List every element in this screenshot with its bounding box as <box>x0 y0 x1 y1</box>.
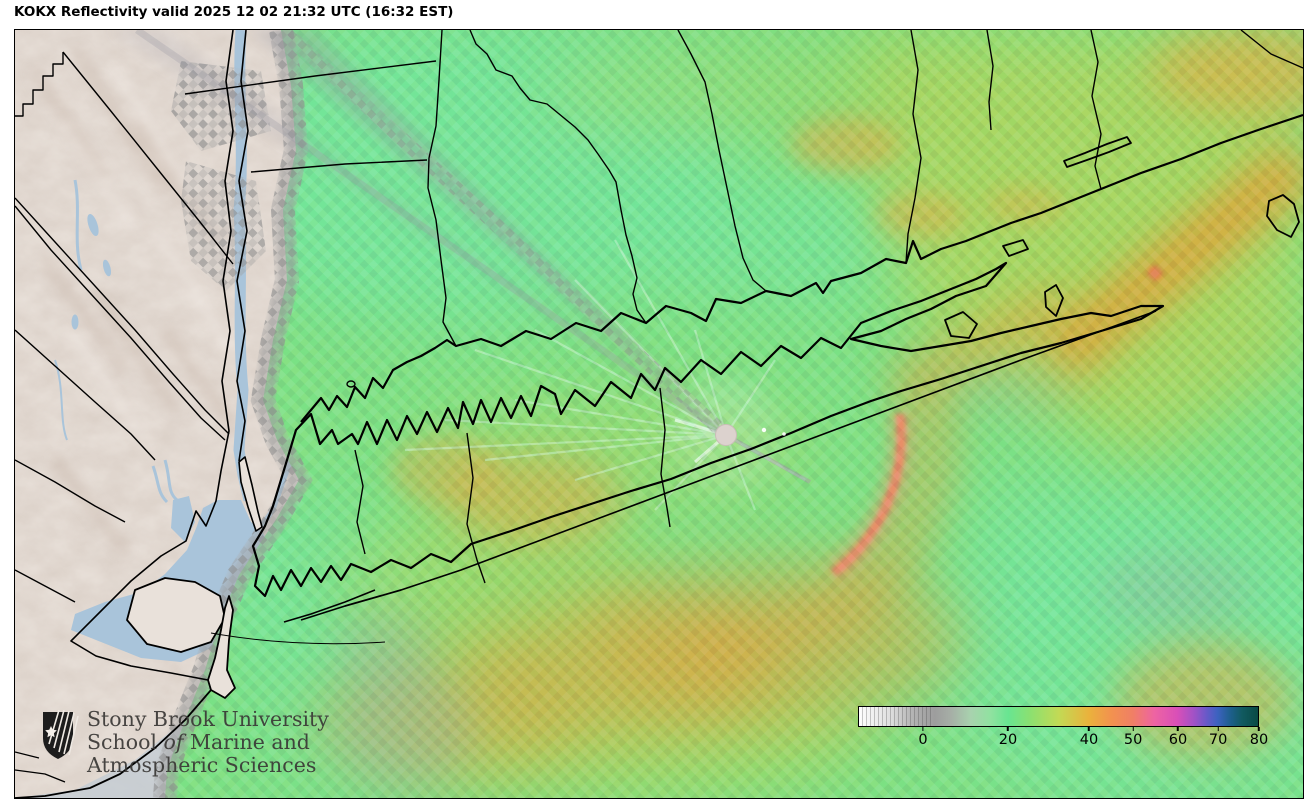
shelter-island <box>944 311 978 339</box>
colorbar-tick-70: 70 <box>1209 727 1227 748</box>
radar-map-canvas <box>15 30 1303 798</box>
radar-map <box>14 29 1304 799</box>
block-island <box>1266 194 1300 238</box>
colorbar-tick-40: 40 <box>1080 727 1098 748</box>
hudson-east-bank <box>236 30 249 462</box>
long-island-outline <box>251 261 1165 598</box>
logo-line-1: Stony Brook University <box>87 707 329 731</box>
colorbar-ticks: 0 20 40 50 60 70 80 <box>858 727 1268 757</box>
nj-coast <box>15 689 212 798</box>
rockaway-spit <box>283 589 376 623</box>
colorbar: 0 20 40 50 60 70 80 <box>858 706 1268 762</box>
gardiners-island <box>1044 284 1064 317</box>
colorbar-tick-50: 50 <box>1124 727 1142 748</box>
colorbar-tick-60: 60 <box>1169 727 1187 748</box>
gray-echo-cluster <box>181 161 266 291</box>
staten-island <box>126 577 226 653</box>
radar-site-dot <box>715 424 737 446</box>
plum-island <box>1002 239 1029 257</box>
echo-speck <box>782 432 786 436</box>
map-title: KOKX Reflectivity valid 2025 12 02 21:32… <box>14 4 454 20</box>
echo-pixel-mosaic <box>165 30 1303 798</box>
ct-coastline <box>300 113 1303 423</box>
manhattan <box>238 456 263 532</box>
county-boundaries <box>15 30 1303 603</box>
echo-speck <box>761 427 767 433</box>
harbor-transect-line <box>210 632 386 645</box>
reflectivity-layer <box>165 30 1303 798</box>
hudson-west-bank-nj-shore <box>70 30 234 681</box>
coastlines <box>15 30 1303 798</box>
logo-line-3: Atmospheric Sciences <box>87 753 317 777</box>
logo-line-2: School of Marine and <box>87 730 310 754</box>
fishers-island <box>1063 136 1132 168</box>
shield-star <box>45 726 57 738</box>
city-island <box>346 380 356 388</box>
colorbar-tick-20: 20 <box>999 727 1017 748</box>
sbu-logo: Stony Brook University School of Marine … <box>41 708 329 777</box>
sbu-shield-icon <box>43 710 79 759</box>
colorbar-tick-0: 0 <box>918 727 928 748</box>
radar-site-marker <box>715 424 786 446</box>
barrier-island-line <box>300 310 1157 621</box>
colorbar-gradient <box>858 706 1259 727</box>
colorbar-low-bins-stripes <box>859 707 933 726</box>
beam-blockage-wedges <box>110 30 731 441</box>
colorbar-tick-80: 80 <box>1250 727 1268 748</box>
sbu-logo-text: Stony Brook University School of Marine … <box>87 708 329 777</box>
